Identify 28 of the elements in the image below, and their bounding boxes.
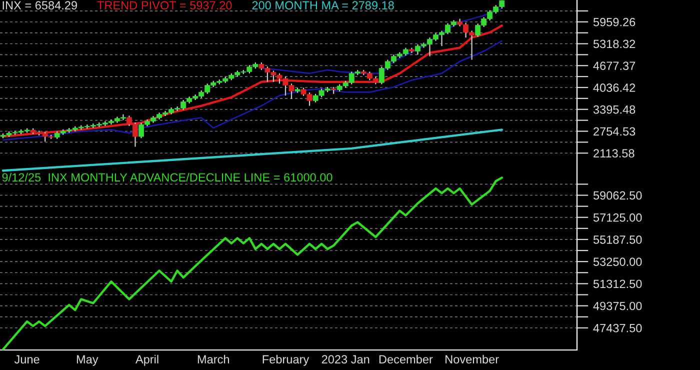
text: 200 MONTH MA = 2789.18 bbox=[252, 1, 394, 10]
x-tick-label: March bbox=[198, 354, 230, 364]
y-tick-label: 53250.00 bbox=[593, 258, 642, 266]
y-tick-label: 59062.50 bbox=[593, 191, 642, 200]
x-tick-label: February bbox=[262, 354, 310, 366]
y-tick-label: 2113.58 bbox=[594, 149, 634, 158]
y-tick-label: 4036.42 bbox=[593, 84, 636, 92]
x-tick-label: June bbox=[14, 355, 40, 364]
x-tick-label: May bbox=[76, 355, 98, 366]
y-tick-label: 5959.26 bbox=[593, 18, 636, 26]
y-tick-label: 2754.53 bbox=[594, 127, 636, 136]
x-tick-label: April bbox=[135, 354, 158, 366]
y-tick-label: 57125.00 bbox=[593, 213, 642, 222]
y-tick-label: 4677.37 bbox=[593, 62, 636, 70]
y-tick-label: 47437.50 bbox=[593, 324, 642, 332]
text: TREND PIVOT = 5937.20 bbox=[97, 1, 232, 10]
x-tick-label: 2023 Jan bbox=[322, 355, 370, 364]
y-tick-label: 55187.50 bbox=[593, 235, 642, 244]
y-tick-label: 51312.50 bbox=[593, 280, 642, 288]
line-series bbox=[2, 24, 503, 138]
y-tick-label: 5318.32 bbox=[593, 40, 636, 48]
chart-title: INX = 6584.29 bbox=[2, 1, 77, 10]
line-series bbox=[2, 40, 503, 141]
x-tick-label: December bbox=[379, 354, 433, 364]
y-tick-label: 3395.48 bbox=[593, 105, 636, 114]
y-tick-label: 49375.00 bbox=[593, 302, 642, 310]
text: 9/12/25 INX MONTHLY ADVANCE/DECLINE LINE = 61000.00 bbox=[2, 172, 332, 182]
x-tick-label: November bbox=[446, 354, 499, 364]
